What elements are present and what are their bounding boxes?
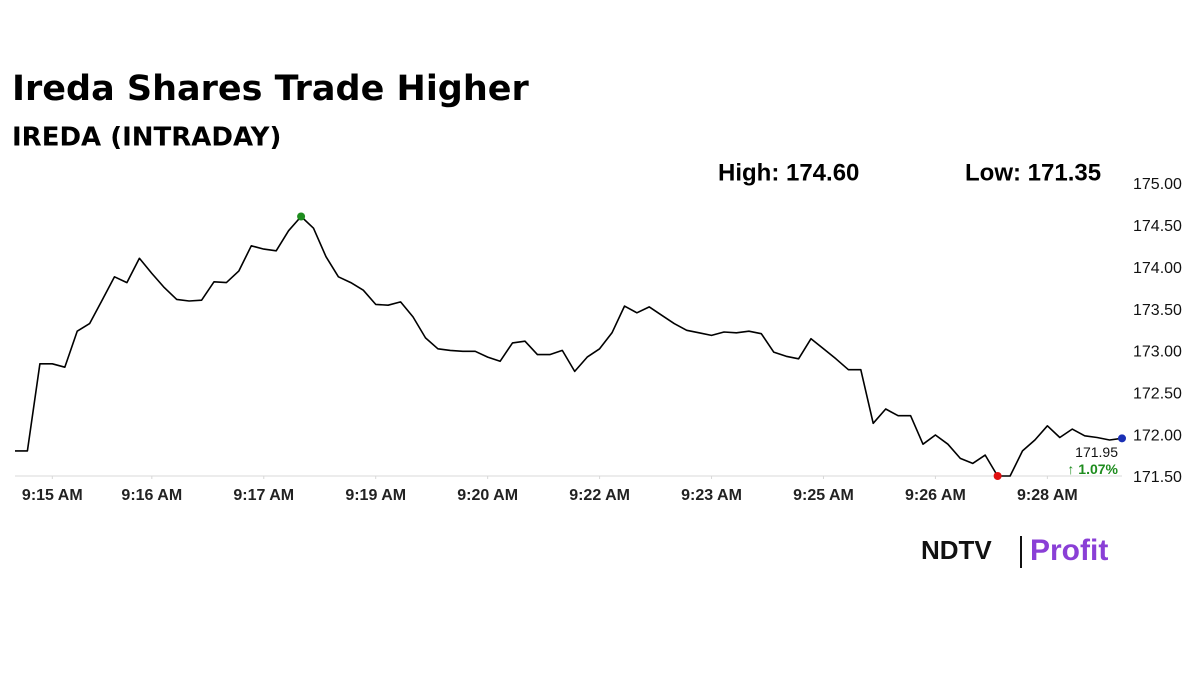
- change-label: ↑ 1.07%: [1067, 461, 1118, 477]
- y-tick-label: 173.00: [1133, 344, 1182, 361]
- x-tick-label: 9:19 AM: [345, 487, 406, 504]
- last-marker: [1118, 434, 1126, 443]
- x-tick-label: 9:26 AM: [905, 487, 966, 504]
- high-label: High: 174.60: [718, 159, 859, 186]
- brand-product: Profit: [1030, 534, 1108, 567]
- high-marker: [297, 212, 306, 221]
- brand-name: NDTV: [921, 535, 992, 565]
- x-tick-label: 9:20 AM: [457, 487, 518, 504]
- chart-title: Ireda Shares Trade Higher: [12, 69, 530, 109]
- y-tick-label: 173.50: [1133, 302, 1182, 319]
- chart-subtitle: IREDA (INTRADAY): [12, 123, 281, 153]
- x-tick-label: 9:16 AM: [121, 487, 182, 504]
- x-tick-label: 9:28 AM: [1017, 487, 1078, 504]
- low-marker: [993, 472, 1002, 480]
- x-tick-label: 9:25 AM: [793, 487, 854, 504]
- x-tick-label: 9:23 AM: [681, 487, 742, 504]
- x-tick-label: 9:17 AM: [233, 487, 294, 504]
- x-tick-label: 9:15 AM: [22, 487, 83, 504]
- y-tick-label: 175.00: [1133, 176, 1182, 193]
- last-value-label: 171.95: [1075, 444, 1118, 460]
- y-tick-label: 172.50: [1133, 386, 1182, 403]
- y-tick-label: 174.50: [1133, 218, 1182, 235]
- y-tick-label: 172.00: [1133, 427, 1182, 444]
- price-line: [15, 215, 1123, 477]
- y-tick-label: 174.00: [1133, 260, 1182, 277]
- low-label: Low: 171.35: [965, 159, 1101, 186]
- y-tick-label: 171.50: [1133, 469, 1182, 486]
- x-tick-label: 9:22 AM: [569, 487, 630, 504]
